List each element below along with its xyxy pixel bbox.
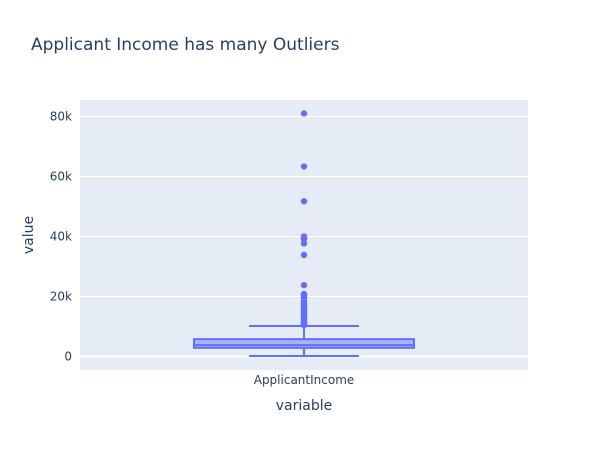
outlier-point[interactable] <box>300 322 308 329</box>
outlier-point[interactable] <box>300 251 308 259</box>
box-trace-applicant-income[interactable] <box>193 324 415 358</box>
outlier-point[interactable] <box>300 281 308 289</box>
chart-title: Applicant Income has many Outliers <box>31 35 340 55</box>
y-tick-label: 0 <box>64 350 72 364</box>
y-tick-label: 40k <box>50 230 72 244</box>
interquartile-box[interactable] <box>193 338 415 349</box>
y-tick-label: 20k <box>50 290 72 304</box>
x-tick-label: ApplicantIncome <box>254 373 355 387</box>
x-axis-title: variable <box>276 398 332 414</box>
y-tick-label: 80k <box>50 110 72 124</box>
outlier-point[interactable] <box>300 110 308 117</box>
outlier-points[interactable] <box>300 110 308 329</box>
y-tick-label: 60k <box>50 170 72 184</box>
y-axis-title: value <box>21 216 37 254</box>
outlier-point[interactable] <box>300 240 308 247</box>
outlier-point[interactable] <box>300 163 308 170</box>
outlier-point[interactable] <box>300 198 308 205</box>
x-tick-labels: ApplicantIncome <box>254 373 355 387</box>
y-tick-labels: 0 20k 40k 60k 80k <box>50 110 72 364</box>
